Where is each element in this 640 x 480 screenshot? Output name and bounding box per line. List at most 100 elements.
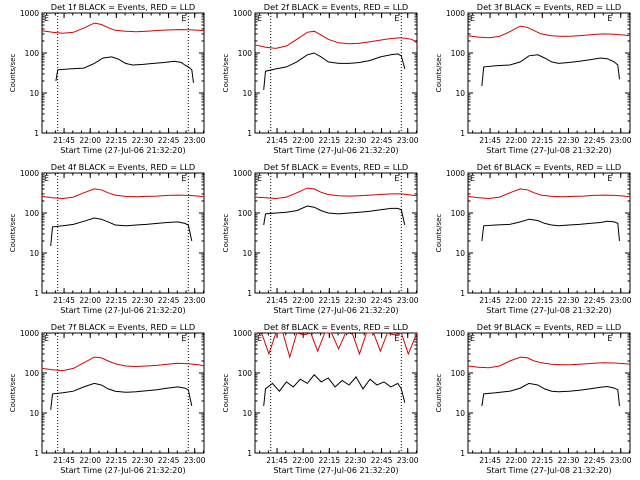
- corner-label-left: E: [470, 174, 475, 183]
- y-tick-label: 10: [455, 409, 465, 418]
- corner-label-left: E: [470, 14, 475, 23]
- panel-2: Det 2f BLACK = Events, RED = LLD Counts/s…: [222, 2, 419, 155]
- events-series-line: [481, 54, 620, 87]
- plot-frame: [467, 332, 631, 454]
- x-axis-label: Start Time (27-Jul-06 21:32:20): [273, 306, 398, 315]
- x-tick-label: 22:00: [292, 296, 314, 305]
- y-tick-label: 10: [455, 89, 465, 98]
- y-axis-label: Counts/sec: [9, 374, 17, 413]
- x-tick-label: 23:00: [184, 136, 206, 145]
- x-tick-label: 22:30: [132, 136, 154, 145]
- y-tick-label: 10: [242, 409, 252, 418]
- y-tick-label: 100: [451, 369, 466, 378]
- x-tick-label: 21:45: [266, 136, 288, 145]
- x-tick-label: 21:45: [53, 456, 75, 465]
- x-axis-label: Start Time (27-Jul-06 21:32:20): [60, 146, 185, 155]
- panel-1: Det 1f BLACK = Events, RED = LLD Counts/s…: [9, 2, 206, 155]
- x-tick-label: 23:00: [184, 456, 206, 465]
- x-tick-label: 22:00: [505, 456, 527, 465]
- panel-6: Det 6f BLACK = Events, RED = LLD Counts/s…: [435, 162, 632, 315]
- x-tick-label: 22:15: [106, 296, 128, 305]
- x-tick-label: 22:15: [532, 456, 554, 465]
- corner-label-left: E: [470, 334, 475, 343]
- y-axis-label: Counts/sec: [222, 214, 230, 253]
- corner-label-right: E: [181, 14, 186, 23]
- x-tick-label: 22:15: [106, 136, 128, 145]
- x-tick-label: 23:00: [610, 456, 632, 465]
- x-tick-label: 22:00: [505, 136, 527, 145]
- events-series-line: [263, 52, 406, 90]
- y-tick-label: 100: [25, 49, 40, 58]
- x-axis-label: Start Time (27-Jul-06 21:32:20): [60, 466, 185, 475]
- x-tick-label: 22:30: [132, 296, 154, 305]
- events-series-line: [481, 382, 620, 407]
- plot-frame: [254, 12, 418, 134]
- panel-7: Det 7f BLACK = Events, RED = LLD Counts/s…: [9, 322, 206, 475]
- x-tick-label: 22:00: [79, 456, 101, 465]
- corner-label-right: E: [394, 334, 399, 343]
- y-tick-label: 1000: [233, 9, 252, 18]
- events-series-line: [55, 56, 194, 83]
- y-tick-label: 100: [25, 369, 40, 378]
- corner-label-left: E: [44, 14, 49, 23]
- x-tick-label: 23:00: [397, 456, 419, 465]
- y-tick-label: 10: [242, 249, 252, 258]
- chart-title: Det 6f BLACK = Events, RED = LLD: [477, 162, 621, 172]
- chart-title: Det 9f BLACK = Events, RED = LLD: [477, 322, 621, 332]
- plot-frame: [254, 332, 418, 454]
- x-tick-label: 22:45: [371, 456, 393, 465]
- y-axis-label: Counts/sec: [435, 54, 443, 93]
- panel-3: Det 3f BLACK = Events, RED = LLD Counts/s…: [435, 2, 632, 155]
- plot-frame: [467, 172, 631, 294]
- lld-series-line: [467, 188, 631, 200]
- y-tick-label: 100: [25, 209, 40, 218]
- plot-frame: [254, 172, 418, 294]
- chart-title: Det 2f BLACK = Events, RED = LLD: [264, 2, 408, 12]
- x-tick-label: 22:45: [158, 456, 180, 465]
- x-tick-label: 22:30: [345, 456, 367, 465]
- x-tick-label: 22:15: [319, 136, 341, 145]
- y-tick-label: 1: [34, 449, 39, 458]
- panel-4: Det 4f BLACK = Events, RED = LLD Counts/s…: [9, 162, 206, 315]
- events-series-line: [263, 374, 406, 407]
- y-tick-label: 10: [29, 409, 39, 418]
- y-tick-label: 1000: [20, 9, 39, 18]
- panel-5: Det 5f BLACK = Events, RED = LLD Counts/s…: [222, 162, 419, 315]
- lld-series-line: [41, 356, 205, 372]
- x-tick-label: 21:45: [266, 296, 288, 305]
- corner-label-right: E: [607, 334, 612, 343]
- y-tick-label: 1000: [446, 329, 465, 338]
- x-axis-label: Start Time (27-Jul-08 21:32:20): [486, 306, 611, 315]
- x-tick-label: 21:45: [266, 456, 288, 465]
- panel-8: Det 8f BLACK = Events, RED = LLD Counts/s…: [222, 322, 419, 475]
- x-tick-label: 21:45: [479, 136, 501, 145]
- corner-label-left: E: [257, 14, 262, 23]
- y-tick-label: 10: [29, 249, 39, 258]
- lld-series-line: [41, 22, 205, 34]
- x-tick-label: 22:15: [106, 456, 128, 465]
- y-tick-label: 1: [34, 129, 39, 138]
- y-tick-label: 1: [460, 129, 465, 138]
- x-tick-label: 22:00: [79, 296, 101, 305]
- x-tick-label: 22:45: [584, 296, 606, 305]
- x-tick-label: 22:15: [319, 456, 341, 465]
- x-tick-label: 21:45: [53, 136, 75, 145]
- x-tick-label: 22:45: [158, 136, 180, 145]
- x-tick-label: 22:45: [584, 456, 606, 465]
- y-tick-label: 10: [455, 249, 465, 258]
- y-axis-label: Counts/sec: [9, 214, 17, 253]
- x-tick-label: 23:00: [610, 136, 632, 145]
- y-tick-label: 100: [451, 209, 466, 218]
- plot-frame: [41, 172, 205, 294]
- chart-title: Det 8f BLACK = Events, RED = LLD: [264, 322, 408, 332]
- x-tick-label: 22:15: [532, 296, 554, 305]
- events-series-line: [50, 217, 193, 247]
- y-tick-label: 100: [238, 49, 253, 58]
- y-tick-label: 1: [34, 289, 39, 298]
- y-tick-label: 10: [29, 89, 39, 98]
- chart-title: Det 5f BLACK = Events, RED = LLD: [264, 162, 408, 172]
- y-tick-label: 100: [238, 209, 253, 218]
- chart-title: Det 7f BLACK = Events, RED = LLD: [51, 322, 195, 332]
- corner-label-right: E: [607, 174, 612, 183]
